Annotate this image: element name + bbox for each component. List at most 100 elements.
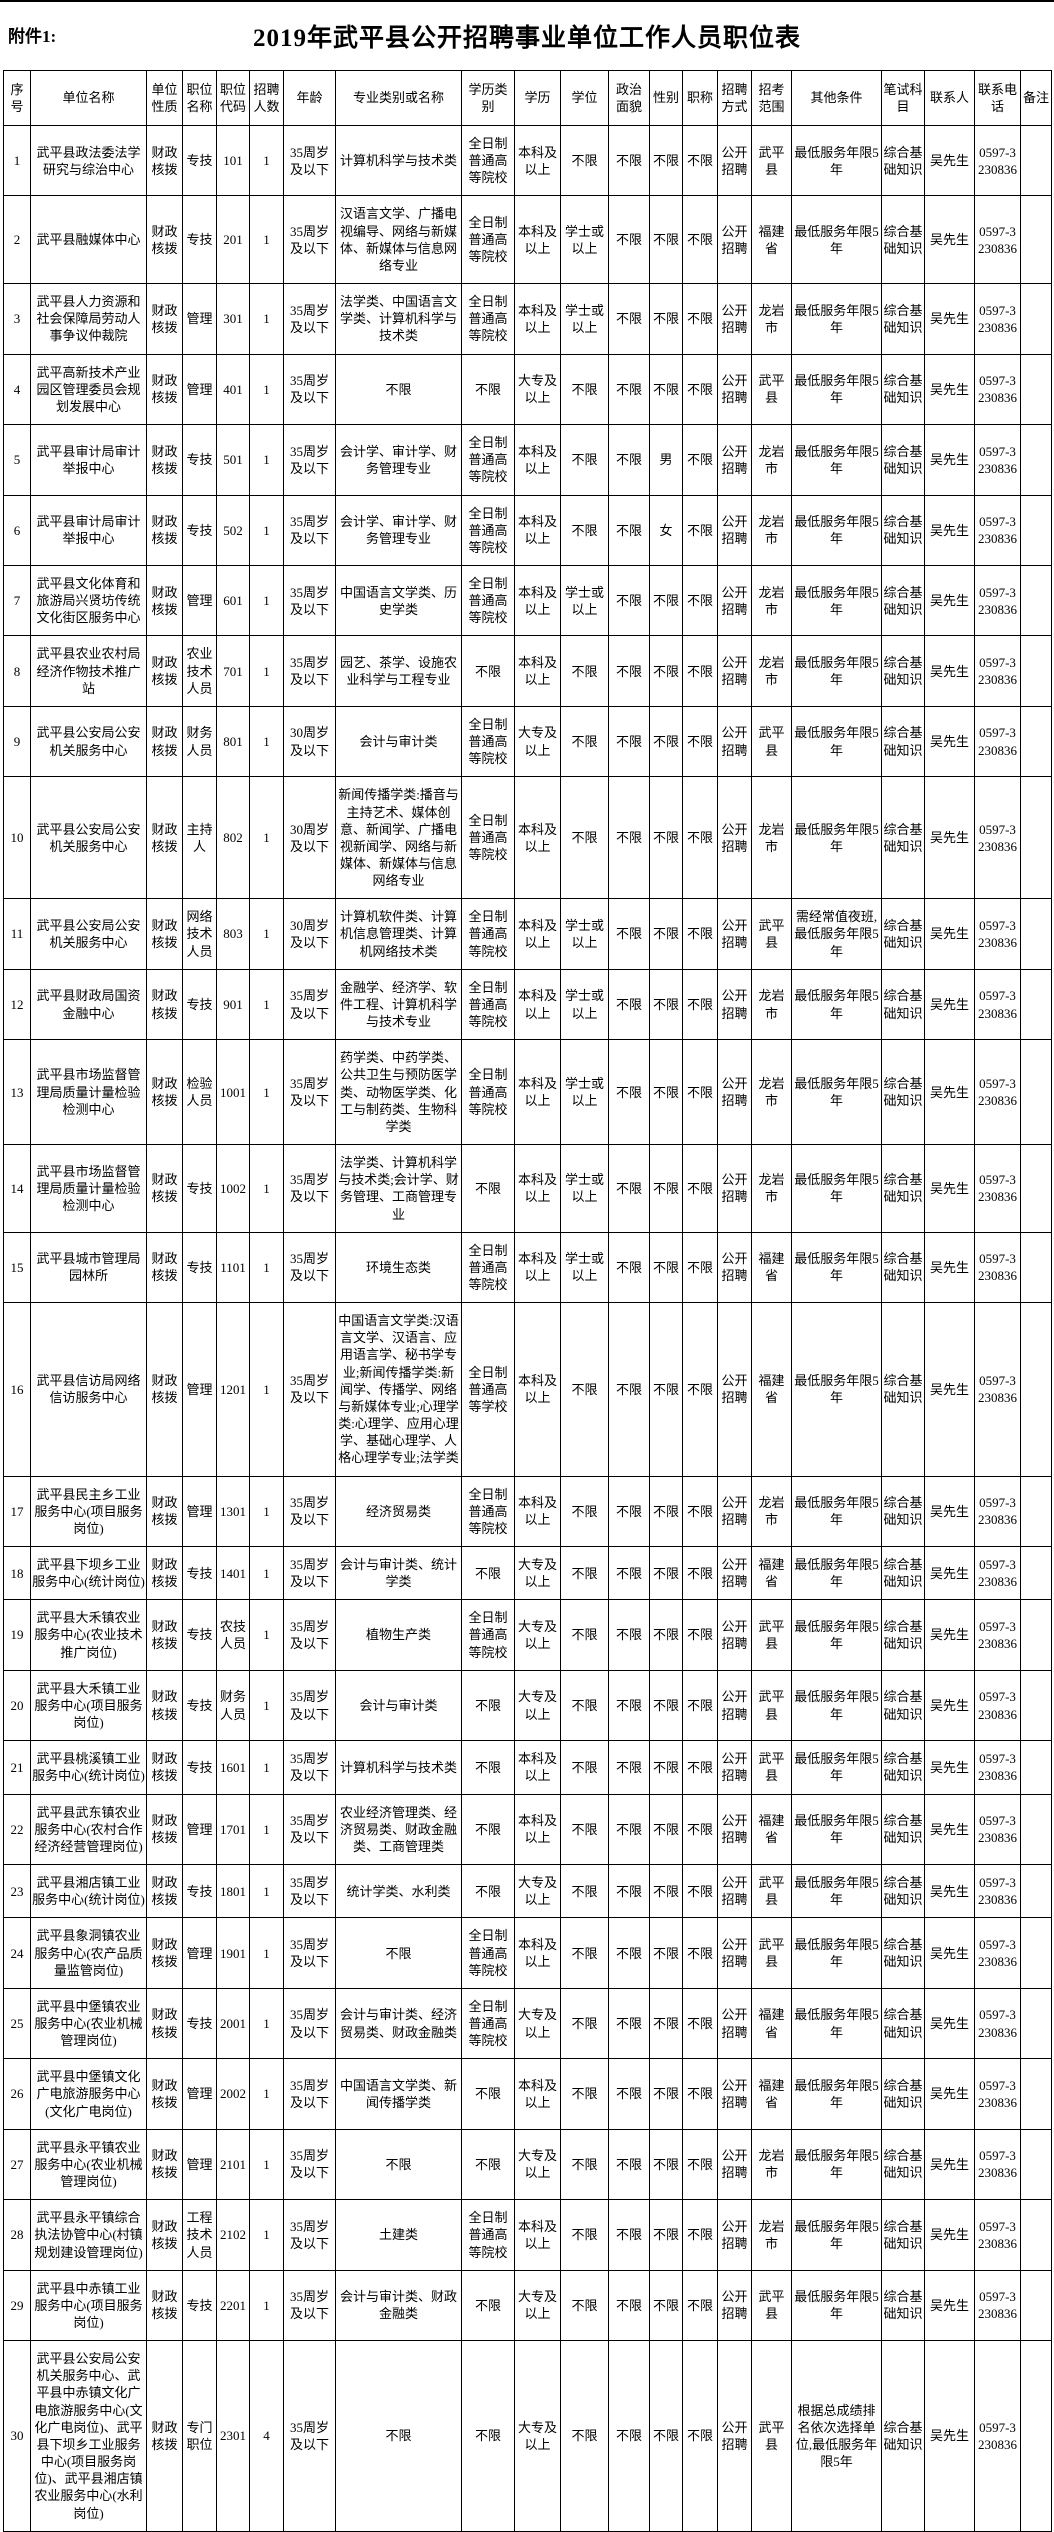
cell: 0597-3230836 [974, 1740, 1021, 1795]
cell: 大专及以上 [514, 1545, 561, 1601]
cell: 不限 [560, 1475, 609, 1548]
cell: 会计与审计类 [335, 705, 462, 778]
cell: 18 [3, 1545, 31, 1601]
cell: 财政核拨 [146, 968, 183, 1041]
cell: 801 [216, 705, 250, 778]
cell: 701 [216, 635, 250, 707]
cell: 本科及以上 [514, 1917, 561, 1989]
table-row: 14 武平县市场监督管理局质量计量检验检测中心 财政核拨 专技 1002 1 35周岁及以下… [3, 1144, 1052, 1233]
cell: 财政核拨 [146, 424, 183, 496]
cell: 不限 [608, 2269, 650, 2342]
cell: 综合基础知识 [881, 124, 925, 197]
cell: 财政核拨 [146, 2128, 183, 2201]
cell [1020, 1302, 1052, 1477]
cell: 不限 [682, 2340, 718, 2532]
cell: 管理 [182, 2128, 217, 2201]
cell: 2 [3, 195, 31, 285]
cell: 不限 [649, 1144, 683, 1233]
cell: 法学类、计算机科学与技术类;会计学、财务管理、工商管理专业 [335, 1144, 462, 1233]
cell: 吴先生 [924, 1475, 975, 1548]
cell: 不限 [682, 898, 718, 970]
cell: 1 [249, 2199, 284, 2271]
cell: 本科及以上 [514, 2199, 561, 2271]
cell: 最低服务年限5年 [791, 1917, 882, 1989]
cell: 不限 [649, 1793, 683, 1866]
cell: 0597-3230836 [974, 564, 1021, 637]
cell: 不限 [682, 353, 718, 426]
cell: 0597-3230836 [974, 124, 1021, 197]
cell: 30 [3, 2340, 31, 2532]
cell: 经济贸易类 [335, 1475, 462, 1548]
cell: 管理 [182, 1793, 217, 1866]
cell: 不限 [608, 1987, 650, 2060]
cell: 公开招聘 [717, 2340, 752, 2532]
cell: 不限 [682, 635, 718, 707]
cell: 不限 [682, 1302, 718, 1477]
cell: 学士或以上 [560, 1231, 609, 1304]
column-header: 笔试科目 [881, 70, 925, 126]
cell: 财政核拨 [146, 1231, 183, 1304]
cell: 福建省 [751, 1302, 792, 1477]
cell: 大专及以上 [514, 1864, 561, 1919]
cell: 武平县公安局公安机关服务中心 [30, 776, 147, 900]
cell: 综合基础知识 [881, 1144, 925, 1233]
cell: 1 [249, 1545, 284, 1601]
cell: 园艺、茶学、设施农业科学与工程专业 [335, 635, 462, 707]
cell: 不限 [682, 776, 718, 900]
cell: 不限 [608, 1917, 650, 1989]
cell: 公开招聘 [717, 968, 752, 1041]
cell: 不限 [461, 353, 515, 426]
cell: 不限 [608, 1864, 650, 1919]
cell: 龙岩市 [751, 1475, 792, 1548]
cell: 最低服务年限5年 [791, 1039, 882, 1146]
cell: 综合基础知识 [881, 424, 925, 496]
cell: 管理 [182, 1475, 217, 1548]
cell: 1901 [216, 1917, 250, 1989]
column-header: 职位代码 [216, 70, 250, 126]
cell: 35周岁及以下 [283, 424, 336, 496]
cell: 全日制普通高等院校 [461, 564, 515, 637]
cell: 20 [3, 1669, 31, 1742]
positions-table-body: 1 武平县政法委法学研究与综治中心 财政核拨 专技 101 1 35周岁及以下 计算机科学与技… [3, 124, 1052, 2532]
table-row: 17 武平县民主乡工业服务中心(项目服务岗位) 财政核拨 管理 1301 1 35周岁及以下… [3, 1475, 1052, 1548]
cell: 不限 [682, 124, 718, 197]
cell: 不限 [608, 1599, 650, 1671]
cell: 不限 [560, 124, 609, 197]
column-header: 联系人 [924, 70, 975, 126]
cell: 武平县武东镇农业服务中心(农村合作经济经营管理岗位) [30, 1793, 147, 1866]
cell: 35周岁及以下 [283, 1793, 336, 1866]
cell: 根据总成绩排名依次选择单位,最低服务年限5年 [791, 2340, 882, 2532]
cell: 龙岩市 [751, 2128, 792, 2201]
cell: 公开招聘 [717, 1740, 752, 1795]
cell: 不限 [608, 1740, 650, 1795]
cell: 吴先生 [924, 1302, 975, 1477]
cell: 不限 [682, 2269, 718, 2342]
cell: 吴先生 [924, 353, 975, 426]
cell: 武平县象洞镇农业服务中心(农产品质量监管岗位) [30, 1917, 147, 1989]
cell: 药学类、中药学类、公共卫生与预防医学类、动物医学类、化工与制药类、生物科学类 [335, 1039, 462, 1146]
cell: 最低服务年限5年 [791, 635, 882, 707]
cell: 专技 [182, 1144, 217, 1233]
cell: 大专及以上 [514, 1669, 561, 1742]
cell: 不限 [608, 2128, 650, 2201]
cell: 财政核拨 [146, 1740, 183, 1795]
cell: 武平县下坝乡工业服务中心(统计岗位) [30, 1545, 147, 1601]
cell: 公开招聘 [717, 1917, 752, 1989]
cell: 不限 [682, 968, 718, 1041]
cell: 武平县财政局国资金融中心 [30, 968, 147, 1041]
cell: 学士或以上 [560, 195, 609, 285]
cell: 吴先生 [924, 776, 975, 900]
cell: 会计与审计类、经济贸易类、财政金融类 [335, 1987, 462, 2060]
cell: 本科及以上 [514, 195, 561, 285]
cell: 公开招聘 [717, 1987, 752, 2060]
cell: 会计与审计类、财政金融类 [335, 2269, 462, 2342]
cell: 武平县 [751, 1864, 792, 1919]
column-header: 其他条件 [791, 70, 882, 126]
cell: 财政核拨 [146, 2269, 183, 2342]
cell: 不限 [649, 776, 683, 900]
cell: 公开招聘 [717, 195, 752, 285]
table-row: 28 武平县永平镇综合执法协管中心(村镇规划建设管理岗位) 财政核拨 工程技术人员 21… [3, 2199, 1052, 2271]
cell: 不限 [649, 1599, 683, 1671]
cell: 1 [249, 705, 284, 778]
cell [1020, 564, 1052, 637]
